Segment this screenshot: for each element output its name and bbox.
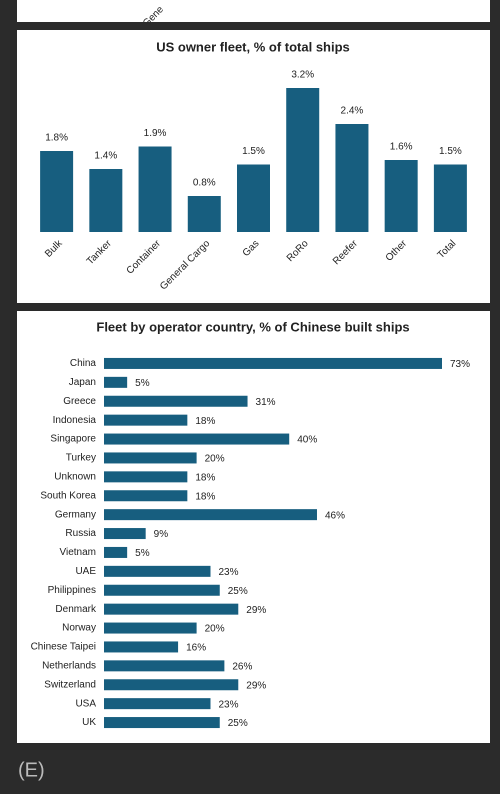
data-label: 1.5% [242, 146, 265, 157]
data-label: 3.2% [291, 70, 314, 81]
bar [104, 622, 197, 634]
bar [104, 471, 188, 483]
data-label: 40% [297, 435, 317, 446]
bar [138, 146, 172, 232]
bar [104, 452, 197, 464]
data-label: 29% [246, 605, 266, 616]
data-label: 73% [450, 359, 470, 370]
bar [187, 196, 221, 232]
y-tick-label: USA [75, 698, 96, 709]
y-tick-label: China [70, 358, 97, 369]
bar [104, 528, 146, 540]
data-label: 23% [218, 699, 238, 710]
bar [433, 164, 467, 232]
figure-label: (E) [18, 759, 45, 781]
bar [104, 490, 188, 502]
data-label: 26% [232, 661, 252, 672]
y-tick-label: Chinese Taipei [31, 642, 96, 653]
data-label: 1.4% [94, 151, 117, 162]
data-label: 18% [195, 472, 215, 483]
data-label: 20% [205, 454, 225, 465]
y-tick-label: Japan [69, 377, 96, 388]
y-tick-label: South Korea [40, 490, 96, 501]
chart-title: Fleet by operator country, % of Chinese … [96, 319, 409, 334]
bar [384, 160, 418, 232]
data-label: 1.5% [439, 146, 462, 157]
data-label: 1.8% [45, 133, 68, 144]
bar [89, 169, 123, 232]
y-tick-label: Indonesia [53, 415, 97, 426]
bar [104, 717, 220, 729]
y-tick-label: Greece [63, 396, 96, 407]
data-label: 2.4% [341, 106, 364, 117]
bar [104, 376, 128, 388]
bar [104, 565, 211, 577]
chart-title: US owner fleet, % of total ships [156, 39, 350, 54]
y-tick-label: Turkey [66, 453, 96, 464]
bar [286, 88, 320, 232]
data-label: 46% [325, 510, 345, 521]
data-label: 5% [135, 548, 150, 559]
bar [237, 164, 270, 232]
data-label: 31% [256, 397, 276, 408]
bar [40, 151, 74, 232]
y-tick-label: Germany [55, 509, 96, 520]
bar [104, 641, 179, 653]
data-label: 1.9% [144, 128, 167, 139]
y-tick-label: Denmark [55, 604, 97, 615]
data-label: 29% [246, 680, 266, 691]
data-label: 0.8% [193, 178, 216, 189]
y-tick-label: Philippines [48, 585, 96, 596]
previous-panel [17, 0, 490, 22]
bar [104, 509, 317, 521]
data-label: 18% [195, 416, 215, 427]
bar [104, 603, 239, 615]
data-label: 25% [228, 586, 248, 597]
data-label: 9% [154, 529, 169, 540]
y-tick-label: UK [82, 717, 96, 728]
data-label: 1.6% [390, 142, 413, 153]
data-label: 16% [186, 643, 206, 654]
bar [104, 433, 290, 445]
bar [104, 660, 225, 672]
data-label: 5% [135, 378, 150, 389]
data-label: 20% [205, 624, 225, 635]
bar [104, 698, 211, 710]
y-tick-label: Singapore [50, 434, 96, 445]
y-tick-label: Switzerland [44, 679, 96, 690]
bar [335, 124, 369, 232]
y-tick-label: Unknown [54, 471, 96, 482]
bar [104, 357, 442, 369]
data-label: 25% [228, 718, 248, 729]
y-tick-label: UAE [75, 566, 96, 577]
data-label: 18% [195, 491, 215, 502]
y-tick-label: Netherlands [42, 660, 96, 671]
panel [17, 311, 490, 743]
y-tick-label: Russia [65, 528, 96, 539]
bar [104, 546, 128, 558]
y-tick-label: Norway [62, 623, 96, 634]
bar [104, 584, 220, 596]
bar [104, 414, 188, 426]
bar [104, 395, 248, 407]
y-tick-label: Vietnam [59, 547, 96, 558]
data-label: 23% [218, 567, 238, 578]
bar [104, 679, 239, 691]
